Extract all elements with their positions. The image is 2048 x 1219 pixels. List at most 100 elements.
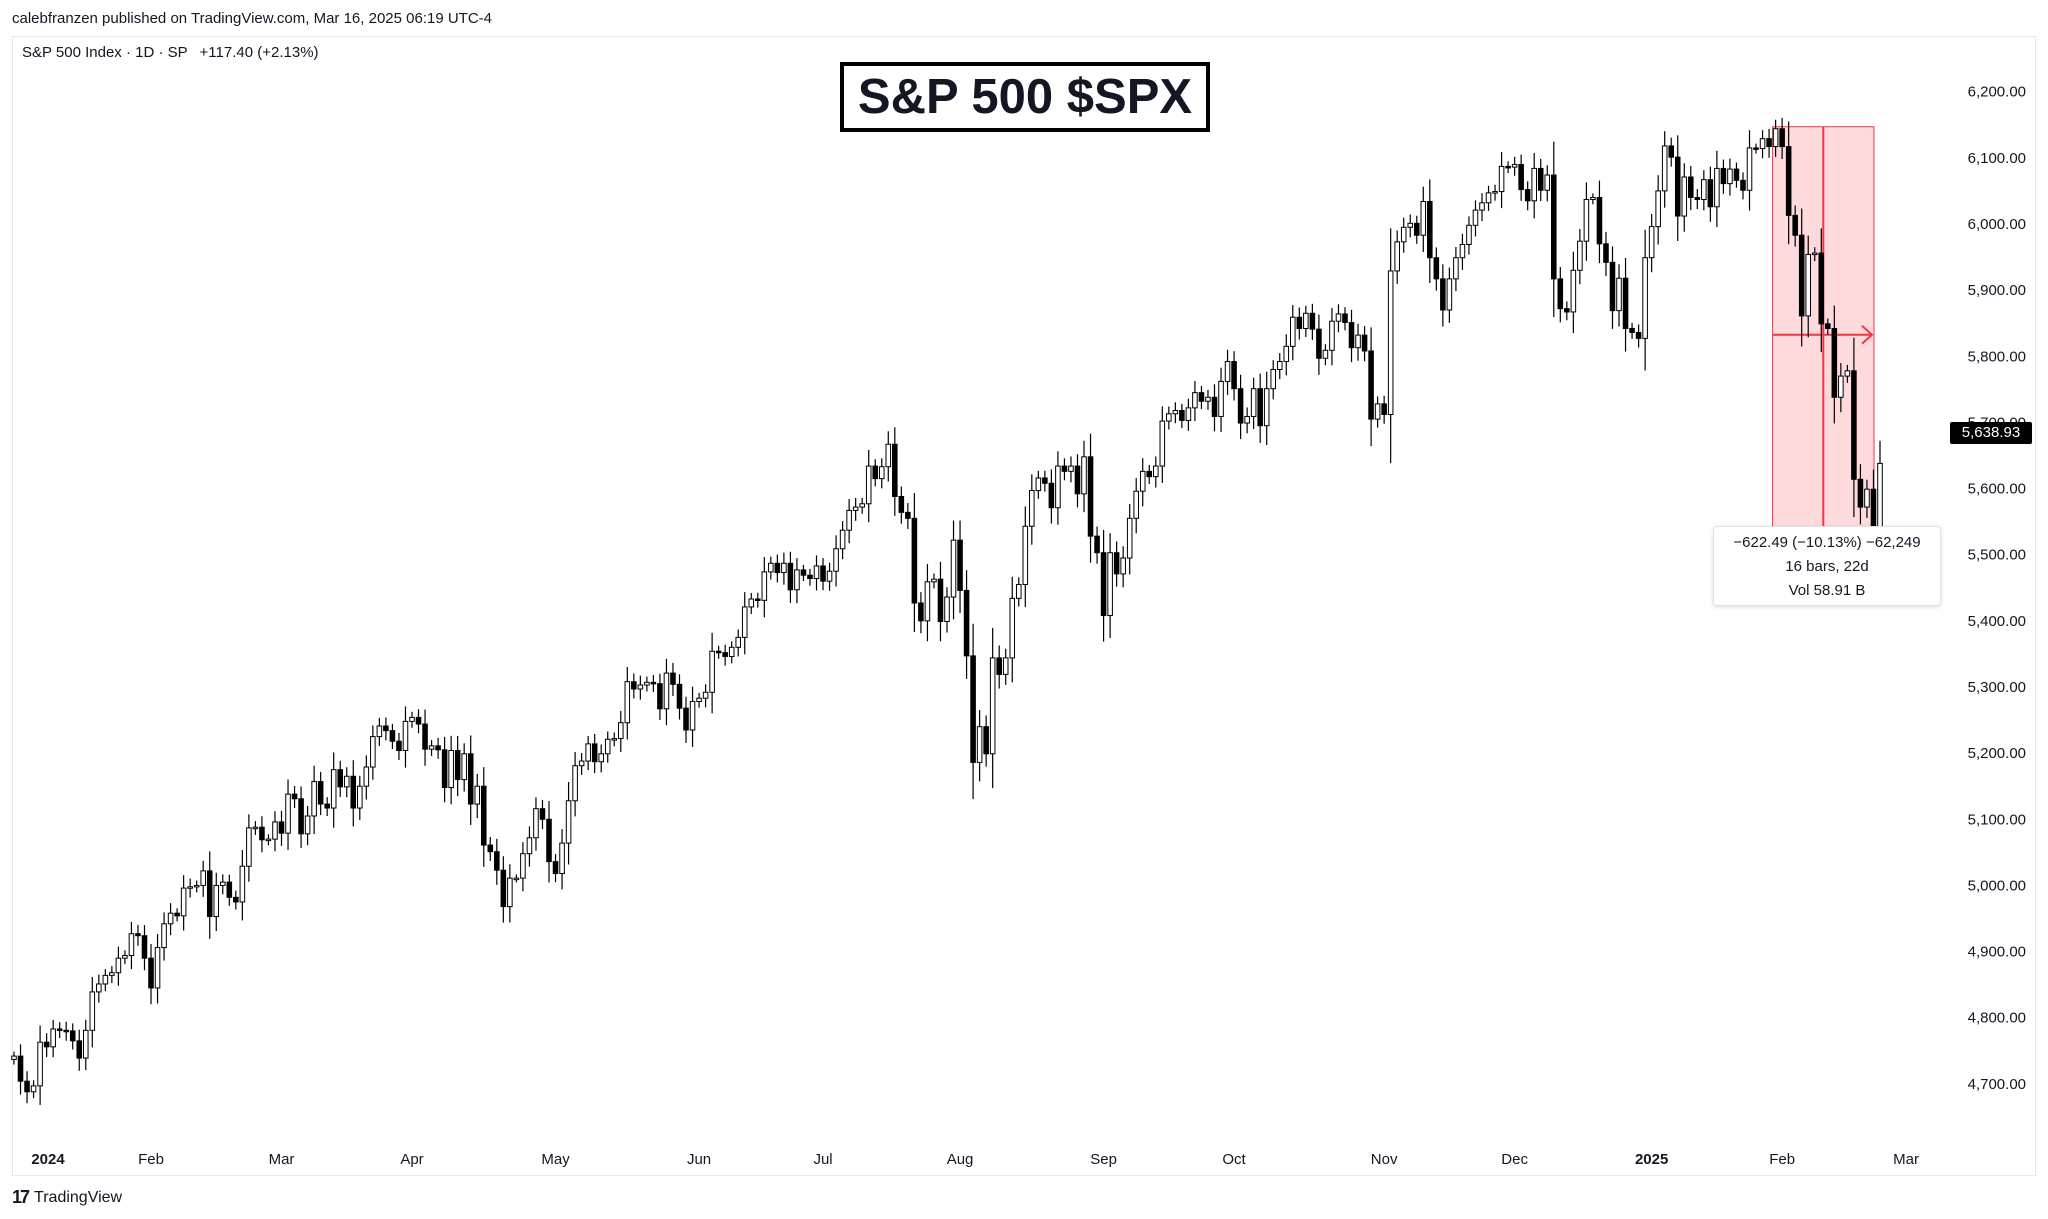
candle <box>1688 165 1694 211</box>
candle <box>572 752 578 817</box>
candle <box>702 684 709 708</box>
time-tick-label: Apr <box>400 1151 423 1168</box>
candle <box>1668 137 1675 167</box>
candle <box>76 1029 83 1071</box>
candle <box>800 564 807 581</box>
candle <box>1825 318 1831 335</box>
candle <box>1074 454 1081 508</box>
candle <box>728 641 735 664</box>
chart-title: S&P 500 $SPX <box>840 62 1210 132</box>
candle <box>1479 193 1485 222</box>
candle <box>1583 182 1590 261</box>
candle <box>1531 153 1537 219</box>
candle <box>1420 186 1427 253</box>
candle <box>865 449 872 523</box>
candle <box>187 878 193 898</box>
candle <box>1139 458 1146 507</box>
candle <box>1544 165 1551 202</box>
candle <box>174 908 180 922</box>
candle <box>1838 363 1844 413</box>
candle <box>63 1021 69 1041</box>
price-tick-label: 4,700.00 <box>1968 1076 2026 1093</box>
candle <box>1655 175 1661 245</box>
candle <box>1857 464 1864 525</box>
candle <box>193 880 200 893</box>
price-tick-label: 4,900.00 <box>1968 944 2026 961</box>
candle <box>161 912 167 961</box>
measure-change: −622.49 (−10.13%) −62,249 <box>1733 534 1921 551</box>
candle <box>585 735 591 771</box>
last-price-label: 5,638.93 <box>1950 422 2032 444</box>
measure-tool[interactable] <box>1772 126 1875 544</box>
candle <box>1120 546 1126 588</box>
candles <box>11 117 1883 1105</box>
candle <box>1727 158 1733 196</box>
candle <box>1303 305 1309 337</box>
candle <box>1694 189 1701 210</box>
candle <box>363 755 370 800</box>
candle <box>200 860 206 897</box>
candle <box>911 492 918 632</box>
candle <box>298 786 304 848</box>
arrow-right-icon <box>1861 325 1874 345</box>
candle <box>1759 130 1766 159</box>
candle <box>552 854 559 883</box>
candle <box>1733 162 1740 188</box>
candle <box>494 838 500 885</box>
candle <box>219 874 226 895</box>
candle <box>233 890 239 910</box>
measure-readout: −622.49 (−10.13%) −62,249 16 bars, 22d V… <box>1713 526 1941 606</box>
candle <box>1701 170 1707 211</box>
candle <box>474 773 481 819</box>
candle <box>1159 406 1166 483</box>
symbol-legend[interactable]: S&P 500 Index · 1D · SP +117.40 (+2.13%) <box>22 44 319 61</box>
candle <box>1381 395 1387 424</box>
price-tick-label: 5,000.00 <box>1968 877 2026 894</box>
candle <box>1433 247 1440 291</box>
candle <box>1205 389 1211 410</box>
candle <box>1276 353 1283 380</box>
candle <box>905 503 911 529</box>
candle <box>1498 151 1505 209</box>
candle <box>533 797 539 851</box>
time-tick-label: Mar <box>269 1151 295 1168</box>
time-tick-label: Sep <box>1090 1151 1117 1168</box>
time-tick-label: Dec <box>1501 1151 1528 1168</box>
candle <box>1577 228 1583 285</box>
time-tick-label: Jun <box>687 1151 711 1168</box>
candle <box>1518 154 1524 201</box>
tradingview-footer[interactable]: 17 TradingView <box>12 1187 122 1208</box>
candle <box>343 767 350 798</box>
candle <box>644 676 650 692</box>
time-tick-label: Mar <box>1893 1151 1919 1168</box>
candle <box>1681 163 1688 232</box>
candle <box>957 520 963 613</box>
candle <box>422 709 428 766</box>
candle <box>154 934 161 1004</box>
candle <box>611 732 618 747</box>
price-tick-label: 5,100.00 <box>1968 811 2026 828</box>
candle <box>878 458 885 489</box>
candle <box>122 950 128 965</box>
candle <box>428 739 435 756</box>
candle <box>872 459 879 487</box>
candle <box>1224 349 1231 395</box>
candle <box>317 771 324 816</box>
time-tick-label: Aug <box>947 1151 974 1168</box>
candle <box>807 568 813 586</box>
candle <box>1126 503 1133 575</box>
candle <box>885 431 892 482</box>
candle <box>1348 309 1355 363</box>
candle <box>311 765 317 835</box>
candle <box>950 520 957 620</box>
candle <box>291 786 298 809</box>
candle <box>1564 301 1570 321</box>
candle <box>520 842 526 892</box>
candle <box>1446 267 1453 323</box>
candle <box>1387 228 1394 464</box>
candle <box>1524 181 1531 211</box>
candle <box>1596 180 1603 264</box>
time-tick-label: Feb <box>138 1151 164 1168</box>
candle <box>1537 158 1544 202</box>
